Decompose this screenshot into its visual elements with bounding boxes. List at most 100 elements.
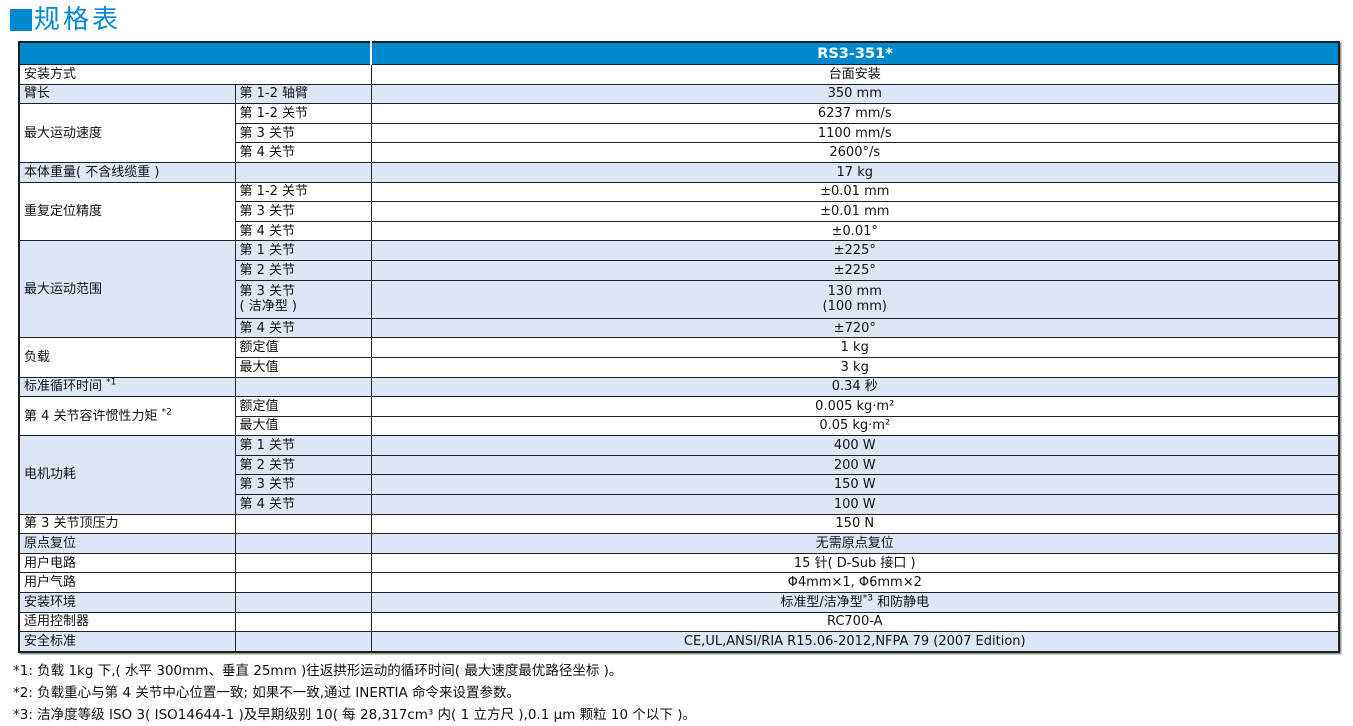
spec-sublabel: 第 1-2 关节 bbox=[234, 103, 372, 124]
table-row: 第 4 关节 100 W bbox=[19, 494, 1340, 515]
spec-value: 0.005 kg·m² bbox=[370, 396, 1340, 417]
spec-value: 2600°/s bbox=[370, 142, 1340, 163]
spec-label: 安装环境 bbox=[18, 592, 236, 613]
spec-sublabel: 第 4 关节 bbox=[234, 220, 372, 242]
footnote-3: *3: 洁净度等级 ISO 3( ISO14644-1 )及早期级别 10( 每… bbox=[13, 706, 696, 723]
spec-label: 适用控制器 bbox=[18, 611, 236, 633]
spec-value: ±720° bbox=[370, 317, 1340, 339]
spec-label: 最大运动范围 bbox=[18, 240, 236, 339]
spec-sublabel: 额定值 bbox=[234, 396, 372, 417]
table-row: 第 4 关节容许惯性力矩 *2 额定值 0.005 kg·m² bbox=[18, 396, 1340, 437]
spec-value: 200 W bbox=[370, 454, 1340, 476]
table-row: 安全标准 CE,UL,ANSI/RIA R15.06-2012,NFPA 79 (… bbox=[18, 631, 1340, 653]
spec-value: 1 kg bbox=[370, 337, 1340, 358]
spec-sublabel: 额定值 bbox=[234, 337, 372, 358]
spec-value: 0.34 秒 bbox=[370, 376, 1340, 398]
spec-value: 0.05 kg·m² bbox=[370, 415, 1340, 437]
spec-value: 无需原点复位 bbox=[370, 533, 1340, 554]
spec-table: RS3-351* 安装方式 台面安装 臂长第 1-2 轴臂 350 mm 最大运动速度第… bbox=[18, 41, 1340, 653]
spec-value: 130 mm (100 mm) bbox=[370, 279, 1340, 319]
table-row: 臂长第 1-2 轴臂 350 mm bbox=[18, 83, 1340, 105]
spec-value: RC700-A bbox=[370, 611, 1340, 633]
spec-sublabel: 最大值 bbox=[234, 415, 372, 437]
spec-label: 标准循环时间 *1 bbox=[18, 376, 236, 398]
spec-value: 17 kg bbox=[370, 161, 1340, 183]
spec-label: 用户电路 bbox=[18, 552, 236, 574]
spec-label: 安装方式 bbox=[18, 64, 372, 85]
spec-value: 400 W bbox=[370, 435, 1340, 456]
table-row: 最大运动范围第 1 关节 ±225° bbox=[18, 240, 1340, 339]
spec-label: 最大运动速度 bbox=[18, 103, 236, 163]
table-row: 用户气路 Φ4mm×1, Φ6mm×2 bbox=[18, 572, 1340, 594]
spec-value: ±0.01 mm bbox=[370, 201, 1340, 222]
spec-sublabel: 第 1-2 轴臂 bbox=[234, 83, 372, 105]
spec-sublabel: 第 2 关节 bbox=[234, 454, 372, 476]
spec-sublabel: 第 3 关节 bbox=[234, 122, 372, 144]
spec-label: 重复定位精度 bbox=[18, 181, 236, 242]
spec-value: ±225° bbox=[370, 259, 1340, 281]
blue-square-icon bbox=[10, 9, 32, 31]
spec-value: ±225° bbox=[370, 240, 1340, 261]
spec-sublabel bbox=[234, 376, 372, 398]
table-row: 重复定位精度第 1-2 关节 ±0.01 mm bbox=[18, 181, 1340, 242]
footnotes: *1: 负载 1kg 下,( 水平 300mm、垂直 25mm )往返拱形运动的… bbox=[13, 660, 1345, 726]
table-row: 负载 额定值 1 kg bbox=[18, 337, 1340, 378]
spec-value: ±0.01° bbox=[370, 220, 1340, 242]
spec-sublabel: 第 3 关节( 洁净型 ) bbox=[234, 279, 372, 319]
spec-sublabel: 最大值 bbox=[234, 356, 372, 378]
footnote-2: *2: 负载重心与第 4 关节中心位置一致; 如果不一致,通过 INERTIA … bbox=[13, 684, 521, 701]
spec-sublabel bbox=[234, 513, 372, 535]
page-title: 规格表 bbox=[34, 5, 122, 35]
table-row: 原点复位 无需原点复位 bbox=[18, 533, 1340, 554]
model-header: RS3-351* bbox=[370, 42, 1339, 65]
spec-value: 350 mm bbox=[370, 83, 1340, 105]
spec-value: CE,UL,ANSI/RIA R15.06-2012,NFPA 79 (2007… bbox=[370, 631, 1340, 653]
table-row: 本体重量( 不含线缆重 ) 17 kg bbox=[18, 161, 1340, 183]
spec-value: 15 针( D-Sub 接口 ) bbox=[370, 552, 1340, 574]
spec-value: ±0.01 mm bbox=[370, 181, 1340, 203]
table-row: 第 3 关节 ±0.01 mm bbox=[19, 201, 1340, 222]
table-row: 最大值 3 kg bbox=[19, 356, 1340, 378]
spec-sublabel: 第 2 关节 bbox=[234, 259, 372, 281]
table-row: 标准循环时间 *1 0.34 秒 bbox=[18, 376, 1340, 398]
spec-sublabel: 第 3 关节 bbox=[234, 474, 372, 496]
spec-sublabel bbox=[234, 631, 372, 653]
table-row: 第 3 关节 1100 mm/s bbox=[19, 122, 1340, 144]
spec-sublabel: 第 1-2 关节 bbox=[234, 181, 372, 203]
spec-value: Φ4mm×1, Φ6mm×2 bbox=[370, 572, 1340, 594]
spec-value: 150 W bbox=[370, 474, 1340, 496]
spec-sublabel bbox=[234, 572, 372, 594]
table-row: 最大运动速度第 1-2 关节 6237 mm/s bbox=[18, 103, 1340, 163]
table-row: 第 3 关节顶压力 150 N bbox=[18, 513, 1340, 535]
spec-value: 6237 mm/s bbox=[370, 103, 1340, 124]
section-title: 规格表 bbox=[10, 6, 1345, 34]
spec-sublabel: 第 1 关节 bbox=[234, 240, 372, 261]
spec-sublabel: 第 4 关节 bbox=[234, 317, 372, 339]
spec-label: 第 4 关节容许惯性力矩 *2 bbox=[18, 396, 236, 437]
table-row: 用户电路 15 针( D-Sub 接口 ) bbox=[18, 552, 1340, 574]
spec-label: 第 3 关节顶压力 bbox=[18, 513, 236, 535]
table-row: 安装方式 台面安装 bbox=[18, 64, 1340, 85]
spec-value: 1100 mm/s bbox=[370, 122, 1340, 144]
table-row: 最大值 0.05 kg·m² bbox=[19, 415, 1340, 437]
table-row: 电机功耗第 1 关节 400 W bbox=[18, 435, 1340, 515]
spec-value: 3 kg bbox=[370, 356, 1340, 378]
spec-label: 安全标准 bbox=[18, 631, 236, 653]
spec-sublabel: 第 1 关节 bbox=[234, 435, 372, 456]
table-row: 安装环境 标准型/洁净型*3 和防静电 bbox=[18, 592, 1340, 613]
spec-value: 标准型/洁净型*3 和防静电 bbox=[370, 592, 1340, 613]
spec-label: 臂长 bbox=[18, 83, 236, 105]
spec-value: 150 N bbox=[370, 513, 1340, 535]
spec-sublabel bbox=[234, 533, 372, 554]
footnote-1: *1: 负载 1kg 下,( 水平 300mm、垂直 25mm )往返拱形运动的… bbox=[13, 662, 623, 679]
spec-label: 本体重量( 不含线缆重 ) bbox=[18, 161, 236, 183]
spec-sublabel bbox=[234, 611, 372, 633]
header-spacer bbox=[19, 42, 372, 65]
spec-label: 电机功耗 bbox=[18, 435, 236, 515]
table-header-row: RS3-351* bbox=[19, 42, 1339, 65]
spec-sublabel bbox=[234, 552, 372, 574]
spec-sublabel bbox=[234, 161, 372, 183]
spec-label: 原点复位 bbox=[18, 533, 236, 554]
spec-sublabel: 第 4 关节 bbox=[234, 142, 372, 163]
